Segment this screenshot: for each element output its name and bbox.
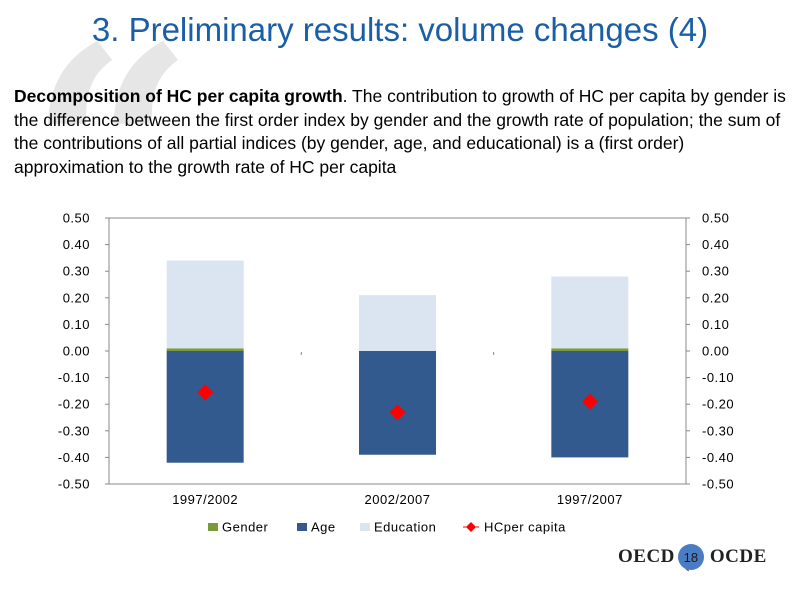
x-category-label: 1997/2002 xyxy=(172,492,238,507)
legend-swatch xyxy=(208,523,218,531)
x-category-label: 1997/2007 xyxy=(557,492,623,507)
x-category-label: 2002/2007 xyxy=(365,492,431,507)
y-tick-label-left: -0.50 xyxy=(58,477,90,492)
slide-description: Decomposition of HC per capita growth. T… xyxy=(14,85,794,179)
y-tick-label-right: 0.20 xyxy=(702,290,729,305)
bar-gender xyxy=(551,348,629,351)
y-tick-label-right: 0.40 xyxy=(702,237,729,252)
marker-hc-per-capita xyxy=(197,384,214,401)
bar-gender xyxy=(166,348,244,351)
y-tick-label-left: -0.10 xyxy=(58,370,90,385)
oecd-logo-left: OECD xyxy=(618,546,675,567)
oecd-footer-logo: OECD ( 18 OCDE xyxy=(618,541,767,574)
y-tick-label-right: 0.30 xyxy=(702,264,729,279)
y-tick-label-left: -0.40 xyxy=(58,450,90,465)
y-tick-label-right: -0.40 xyxy=(702,450,734,465)
description-text: . The contribution to growth of HC per c… xyxy=(14,86,786,177)
y-tick-label-left: 0.10 xyxy=(63,317,90,332)
y-tick-label-right: 0.00 xyxy=(702,344,729,359)
bar-education xyxy=(551,276,629,349)
legend-label: Age xyxy=(311,520,336,535)
y-tick-label-left: 0.00 xyxy=(63,344,90,359)
y-tick-label-right: -0.20 xyxy=(702,397,734,412)
bar-education xyxy=(359,295,436,351)
legend-label: HCper capita xyxy=(484,520,566,535)
y-tick-label-left: 0.30 xyxy=(63,264,90,279)
y-tick-label-right: 0.10 xyxy=(702,317,729,332)
slide-title: 3. Preliminary results: volume changes (… xyxy=(91,11,709,48)
y-tick-label-left: -0.30 xyxy=(58,423,90,438)
y-tick-label-left: 0.40 xyxy=(63,237,90,252)
legend-marker xyxy=(466,522,476,532)
page-number: 18 xyxy=(677,544,704,570)
marker-hc-per-capita xyxy=(581,393,598,410)
y-tick-label-right: 0.50 xyxy=(702,211,729,226)
y-tick-label-left: 0.20 xyxy=(63,290,90,305)
y-tick-label-left: 0.50 xyxy=(63,211,90,226)
marker-hc-per-capita xyxy=(389,404,406,421)
bar-education xyxy=(166,260,244,349)
legend-swatch xyxy=(297,523,307,531)
quote-mark-decoration: “ xyxy=(28,0,195,325)
oecd-logo-right: OCDE xyxy=(709,546,767,567)
bar-age xyxy=(166,351,244,463)
legend-label: Education xyxy=(374,520,436,535)
bar-age xyxy=(359,351,436,455)
y-tick-label-left: -0.20 xyxy=(58,397,90,412)
description-bold: Decomposition of HC per capita growth xyxy=(14,86,343,106)
y-tick-label-right: -0.30 xyxy=(702,423,734,438)
legend-label: Gender xyxy=(222,520,269,535)
legend-swatch xyxy=(360,523,370,531)
y-tick-label-right: -0.50 xyxy=(702,477,734,492)
y-tick-label-right: -0.10 xyxy=(702,370,734,385)
